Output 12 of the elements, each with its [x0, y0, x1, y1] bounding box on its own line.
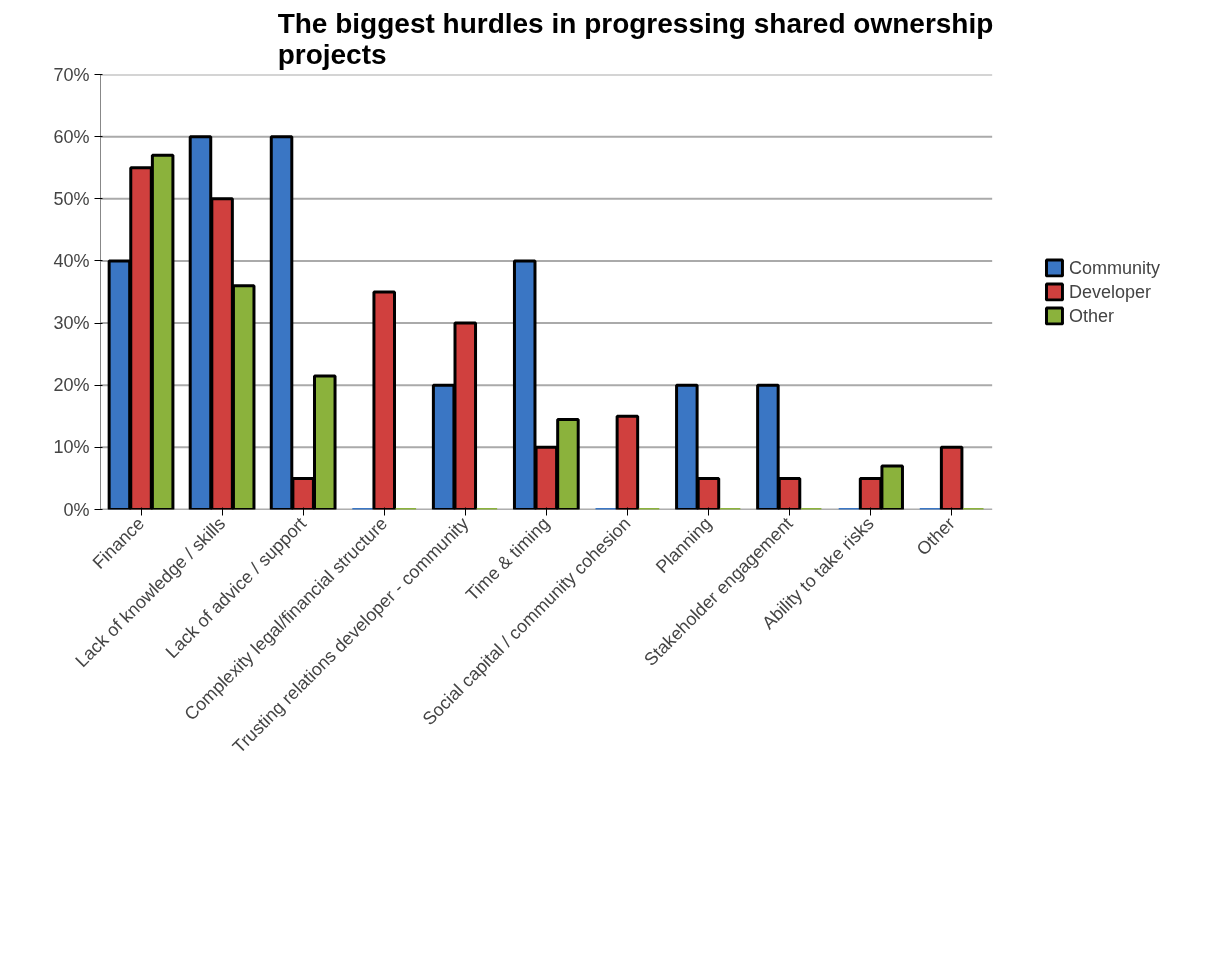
y-tick-label: 30% [53, 313, 90, 334]
legend-label: Community [1068, 257, 1160, 278]
y-tick-label: 40% [53, 250, 90, 271]
y-tick-label: 0% [63, 499, 90, 520]
y-tick-label: 20% [53, 375, 90, 396]
y-tick-label: 10% [53, 437, 90, 458]
y-tick-label: 50% [53, 188, 90, 209]
legend-label: Developer [1068, 281, 1152, 302]
legend-label: Other [1068, 305, 1114, 326]
y-tick-label: 60% [53, 126, 90, 147]
y-tick-label: 70% [53, 64, 90, 85]
chart-title: The biggest hurdles in progressing shared ownership projects [277, 7, 994, 70]
